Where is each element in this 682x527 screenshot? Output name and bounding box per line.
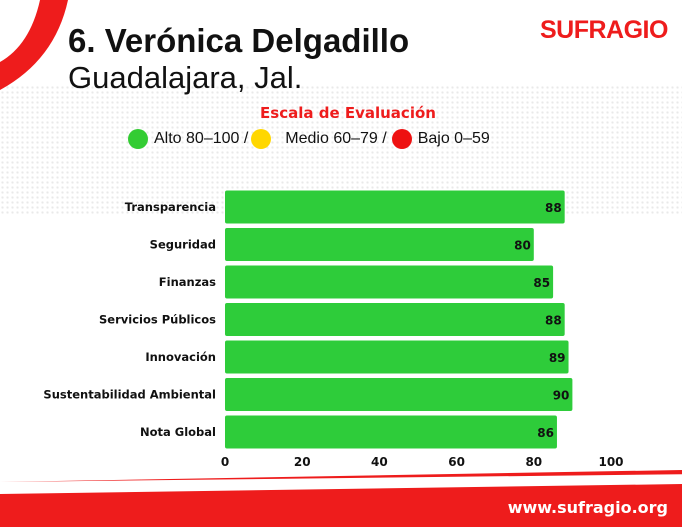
scale-title: Escala de Evaluación	[260, 104, 436, 122]
category-label: Nota Global	[140, 425, 216, 439]
page-title: 6. Verónica Delgadillo	[68, 22, 410, 59]
bar-value-label: 89	[549, 351, 566, 365]
bar-value-label: 88	[545, 314, 562, 328]
x-tick-label: 80	[525, 455, 542, 469]
bar	[225, 340, 569, 374]
bar-value-label: 88	[545, 201, 562, 215]
footer-url[interactable]: www.sufragio.org	[507, 498, 668, 517]
legend-high: Alto 80–100 /	[154, 130, 249, 147]
x-tick-label: 20	[294, 455, 311, 469]
bar-value-label: 86	[537, 426, 554, 440]
bar	[225, 228, 534, 261]
bar-value-label: 85	[533, 276, 550, 290]
legend-low: Bajo 0–59	[417, 130, 490, 147]
legend-medium: Medio 60–79 /	[285, 130, 387, 147]
legend-dot-medium	[251, 129, 272, 149]
category-label: Servicios Públicos	[99, 313, 216, 327]
legend: Alto 80–100 / Medio 60–79 / Bajo 0–59	[128, 129, 548, 149]
sufragio-logo: SUFRAGIO	[540, 16, 668, 44]
bar	[225, 303, 565, 336]
decorative-arc	[0, 0, 68, 90]
x-tick-label: 100	[598, 455, 623, 469]
page-subtitle: Guadalajara, Jal.	[68, 60, 303, 95]
bar-value-label: 80	[514, 239, 531, 253]
category-label: Finanzas	[159, 275, 216, 289]
legend-dot-low	[391, 129, 412, 149]
legend-dot-high	[128, 129, 148, 149]
category-label: Sustentabilidad Ambiental	[43, 388, 216, 402]
bar	[225, 190, 565, 224]
category-label: Transparencia	[125, 200, 216, 214]
x-tick-label: 60	[448, 455, 465, 469]
category-label: Seguridad	[150, 238, 216, 252]
category-label: Innovación	[145, 350, 216, 364]
bar	[225, 378, 573, 411]
bar	[225, 265, 554, 299]
bar	[225, 415, 557, 449]
bar-value-label: 90	[553, 389, 570, 403]
x-tick-label: 40	[371, 455, 388, 469]
x-tick-label: 0	[221, 455, 229, 469]
